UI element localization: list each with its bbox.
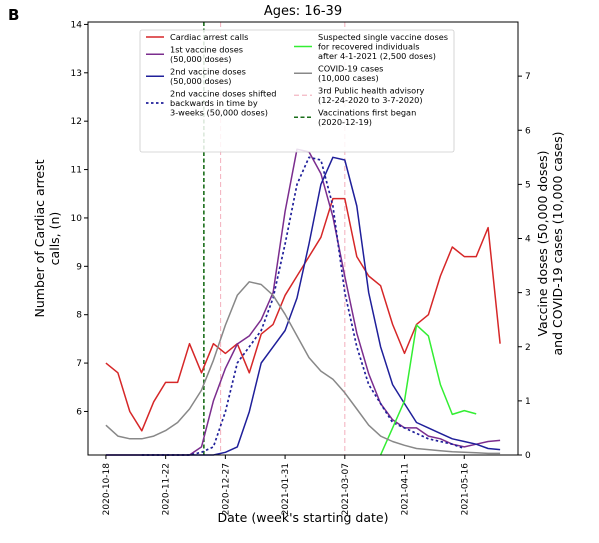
y-left-tick-label-0: 6 <box>76 407 82 417</box>
y-right-tick-label-0: 0 <box>525 451 531 461</box>
series-line-3 <box>141 156 465 456</box>
legend-label-0: Cardiac arrest calls <box>170 32 248 42</box>
series-line-2 <box>105 156 501 456</box>
x-tick-label-3: 2021-01-31 <box>281 463 291 515</box>
y-right-axis-label-2: and COVID-19 cases (10,000 cases) <box>550 131 565 355</box>
x-tick-label-2: 2020-12-27 <box>221 463 231 515</box>
legend-label-6: 3rd Public health advisory (12-24-2020 to… <box>318 86 425 106</box>
y-left-tick-label-4: 10 <box>71 214 83 224</box>
chart-title: Ages: 16-39 <box>264 4 342 19</box>
y-right-tick-label-4: 4 <box>525 235 531 245</box>
y-left-tick-label-1: 7 <box>76 359 82 369</box>
y-right-tick-label-3: 3 <box>525 289 531 299</box>
x-tick-label-0: 2020-10-18 <box>102 463 112 516</box>
series-line-1 <box>105 148 501 456</box>
legend-label-5: COVID-19 cases (10,000 cases) <box>318 64 383 84</box>
y-left-tick-label-5: 11 <box>71 166 82 176</box>
y-right-tick-label-2: 2 <box>525 343 531 353</box>
y-left-tick-label-8: 14 <box>71 20 83 30</box>
legend-label-3: 2nd vaccine doses shifted backwards in ti… <box>170 89 276 118</box>
panel-label: B <box>8 6 20 24</box>
x-tick-label-6: 2021-05-16 <box>460 463 470 516</box>
y-left-tick-label-7: 13 <box>71 69 82 79</box>
series-line-5 <box>105 281 501 455</box>
y-right-tick-label-5: 5 <box>525 180 531 190</box>
x-tick-label-1: 2020-11-22 <box>162 463 172 515</box>
x-tick-label-4: 2021-03-07 <box>341 463 351 515</box>
y-left-tick-label-6: 12 <box>71 117 82 127</box>
y-left-tick-label-2: 8 <box>76 311 82 321</box>
x-axis-label: Date (week's starting date) <box>218 510 389 525</box>
y-left-axis-label: Number of Cardiac arrestcalls, (n) <box>32 159 62 317</box>
legend-label-2: 2nd vaccine doses (50,000 doses) <box>170 67 246 87</box>
y-left-tick-label-3: 9 <box>76 262 82 272</box>
legend-label-1: 1st vaccine doses (50,000 doses) <box>170 45 243 65</box>
legend-label-7: Vaccinations first began (2020-12-19) <box>318 108 416 128</box>
series-line-4 <box>379 324 477 456</box>
legend-box <box>139 29 455 153</box>
y-right-tick-label-6: 6 <box>525 126 531 136</box>
x-tick-label-5: 2021-04-11 <box>401 463 411 515</box>
y-right-tick-label-1: 1 <box>525 397 531 407</box>
series-line-0 <box>105 197 501 432</box>
y-right-tick-label-7: 7 <box>525 72 531 82</box>
y-right-axis-label-1: Vaccine doses (50,000 doses) <box>535 150 550 336</box>
legend-label-4: Suspected single vaccine doses for recove… <box>318 32 448 61</box>
